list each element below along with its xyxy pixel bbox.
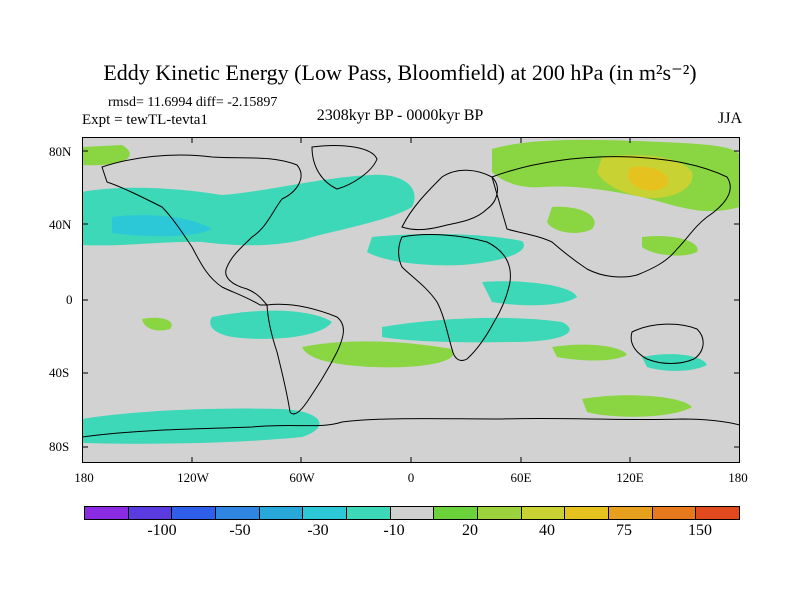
negative-anomaly-southern-ocean bbox=[82, 408, 320, 444]
coastline-europe bbox=[401, 169, 498, 231]
colorbar-swatch bbox=[85, 507, 129, 519]
xtick-label-0: 0 bbox=[407, 470, 415, 485]
positive-anomaly-south-pacific bbox=[142, 317, 172, 331]
xtick-label-180w: 180 bbox=[74, 470, 94, 485]
colorbar-swatch bbox=[347, 507, 391, 519]
coastline-africa bbox=[398, 234, 511, 362]
ytick-label-80s: 80S bbox=[49, 439, 70, 454]
colorbar-label: -30 bbox=[307, 522, 329, 539]
ytick-label-40n: 40N bbox=[49, 217, 72, 232]
coastline-asia bbox=[491, 156, 731, 278]
colorbar-swatch bbox=[565, 507, 610, 519]
colorbar-swatch bbox=[696, 507, 740, 519]
colorbar-swatch bbox=[172, 507, 217, 519]
colorbar-label: 150 bbox=[688, 522, 712, 539]
coastlines bbox=[82, 145, 740, 438]
map-svg bbox=[82, 137, 740, 463]
xtick-label-60e: 60E bbox=[510, 470, 532, 485]
colorbar-label: -50 bbox=[229, 522, 251, 539]
coastline-antarctica bbox=[82, 417, 740, 438]
positive-anomaly-arctic-west bbox=[82, 145, 130, 166]
season-label: JJA bbox=[717, 110, 742, 127]
positive-anomaly-east-asia bbox=[547, 206, 595, 233]
coastline-australia bbox=[630, 323, 704, 364]
positive-anomaly-south-atlantic bbox=[302, 341, 454, 368]
colorbar-swatch bbox=[390, 507, 435, 519]
map-frame bbox=[82, 137, 740, 463]
negative-anomaly-equatorial-atlantic bbox=[482, 281, 577, 306]
colorbar-swatch bbox=[303, 507, 348, 519]
map-panel bbox=[82, 137, 740, 463]
positive-anomaly-pacific bbox=[642, 235, 698, 256]
negative-anomaly-south-pacific bbox=[210, 310, 332, 339]
colorbar bbox=[84, 506, 740, 520]
coastline-north-america bbox=[101, 154, 302, 306]
colorbar-swatch bbox=[128, 507, 173, 519]
coastline-south-america bbox=[266, 303, 344, 415]
colorbar-label: 75 bbox=[616, 522, 632, 539]
anomaly-fields bbox=[82, 139, 740, 444]
xtick-label-60w: 60W bbox=[289, 470, 315, 485]
colorbar-swatch bbox=[652, 507, 697, 519]
ytick-label-40s: 40S bbox=[49, 365, 70, 380]
coastline-greenland bbox=[311, 145, 378, 190]
period-label: 2308kyr BP - 0000kyr BP bbox=[316, 107, 484, 124]
colorbar-swatch bbox=[259, 507, 304, 519]
stats-label: rmsd= 11.6994 diff= -2.15897 bbox=[108, 95, 278, 110]
colorbar-label: -10 bbox=[383, 522, 405, 539]
xtick-label-120w: 120W bbox=[177, 470, 209, 485]
negative-anomaly-north-atlantic-core bbox=[112, 215, 212, 237]
colorbar-label: 40 bbox=[539, 522, 555, 539]
colorbar-swatch bbox=[216, 507, 260, 519]
colorbar-swatch bbox=[521, 507, 566, 519]
ytick-label-0: 0 bbox=[66, 292, 73, 307]
experiment-label: Expt = tewTL-tevta1 bbox=[82, 112, 208, 128]
colorbar-swatch bbox=[434, 507, 479, 519]
negative-anomaly-australia-south bbox=[642, 354, 707, 371]
chart-title: Eddy Kinetic Energy (Low Pass, Bloomfiel… bbox=[103, 60, 697, 85]
negative-anomaly-south-atlantic bbox=[382, 317, 570, 343]
xtick-label-180e: 180 bbox=[728, 470, 748, 485]
colorbar-swatch bbox=[609, 507, 653, 519]
colorbar-swatch bbox=[478, 507, 522, 519]
ytick-label-80n: 80N bbox=[49, 144, 72, 159]
xtick-label-120e: 120E bbox=[616, 470, 644, 485]
colorbar-label: 20 bbox=[462, 522, 478, 539]
positive-anomaly-southern-ocean bbox=[582, 395, 692, 417]
positive-anomaly-south-indian bbox=[552, 344, 627, 361]
peak-anomaly-siberia bbox=[628, 166, 668, 191]
colorbar-label: -100 bbox=[147, 522, 177, 539]
